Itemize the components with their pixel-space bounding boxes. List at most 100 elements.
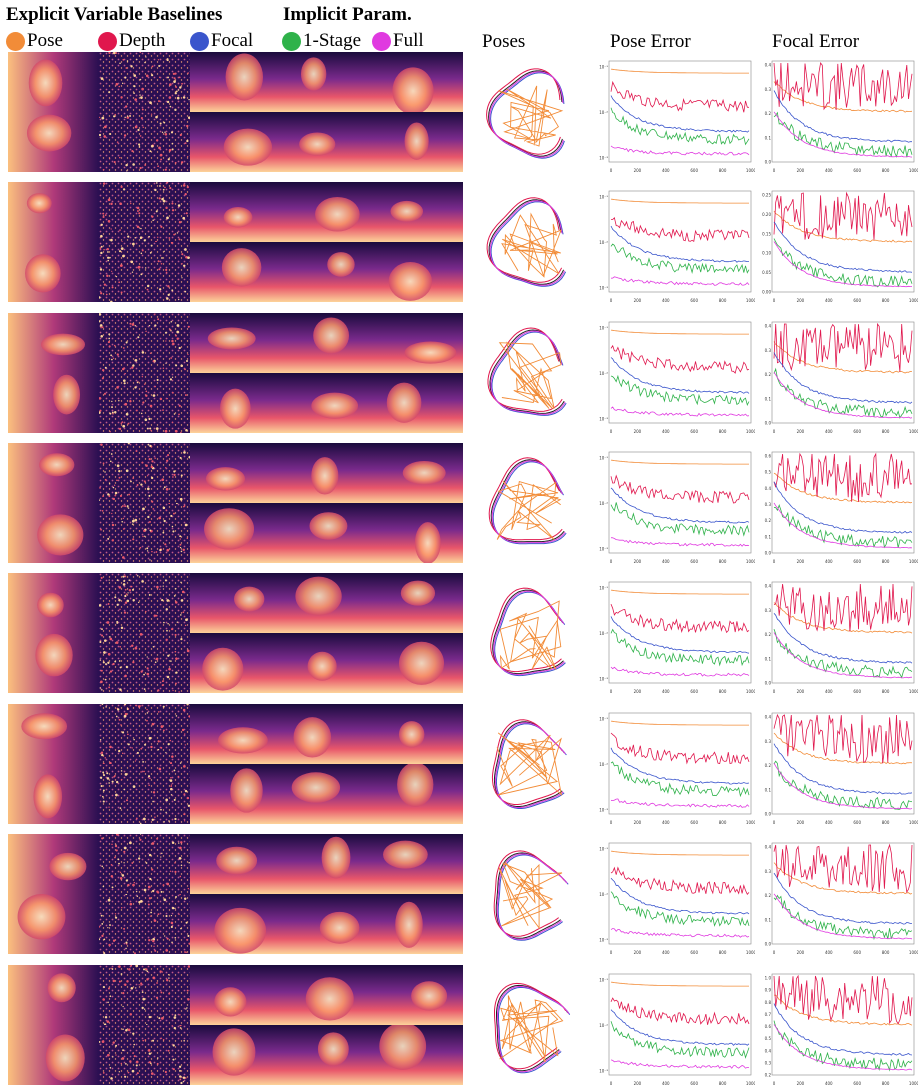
x-tick-label: 0 [773,689,776,694]
pose-series [773,210,913,243]
pose-baseline-trajectory [501,212,562,278]
pose-series [610,68,749,74]
focal-series [773,872,913,925]
depth-series [610,997,750,1025]
full-series [773,111,913,158]
full-trajectory [491,460,566,544]
legend-pose-label: Pose [27,30,63,51]
pose-series [773,862,913,895]
y-tick-label: 0.5 [765,470,772,475]
pose-baseline-depth-8-2 [8,1025,99,1085]
focal-baseline-depth-5-2 [190,633,281,693]
pose-baseline-trajectory [498,85,564,147]
y-tick-label: 0.5 [765,1036,772,1041]
x-tick-label: 1000 [909,820,918,825]
depth-baseline-depth-8-2 [99,1025,190,1085]
depth-series [773,452,913,502]
x-tick-label: 400 [825,298,833,303]
full-depth-6-2 [372,764,463,824]
x-tick-label: 200 [634,950,642,955]
y-tick-label: 0.1 [765,396,772,401]
pose-series [610,720,749,726]
pose-error-plot-7: 0 200 400 600 800 1000 10⁻¹ 10⁻² 10⁻³ [595,839,755,956]
pose-series [610,589,749,595]
y-tick-label: 10⁻¹ [599,65,608,70]
y-tick-label: 0.1 [765,787,772,792]
x-tick-label: 400 [662,689,670,694]
x-tick-label: 800 [719,1081,727,1086]
pose-baseline-trajectory [496,732,563,796]
full-depth-3-2 [372,373,463,433]
y-tick-label: 0.2 [765,893,772,898]
x-tick-label: 0 [610,689,613,694]
x-tick-label: 800 [882,559,890,564]
y-tick-label: 10⁻¹ [599,326,608,331]
x-tick-label: 200 [797,559,805,564]
y-tick-label: 0.0 [765,681,772,686]
depth-baseline-depth-5-2 [99,633,190,693]
x-tick-label: 1000 [909,689,918,694]
one-stage-series [610,628,750,667]
x-tick-label: 200 [634,689,642,694]
poses-trajectory-8 [494,982,571,1074]
y-tick-label: 0.6 [765,1024,772,1029]
x-tick-label: 0 [773,820,776,825]
focal-series [610,95,750,133]
pose-series [610,329,749,335]
legend-pose: Pose [6,30,63,52]
full-series [773,893,913,940]
depth-baseline-depth-6-1 [99,704,190,764]
x-tick-label: 1000 [909,950,918,955]
depth-trajectory [486,68,561,155]
focal-series [610,487,750,524]
plot-frame [771,712,915,815]
x-tick-label: 0 [610,168,613,173]
x-tick-label: 600 [853,1081,861,1086]
y-tick-label: 10⁻¹ [599,717,608,722]
x-tick-label: 200 [634,429,642,434]
focal-trajectory [491,331,567,416]
focal-error-plot-2: 0 200 400 600 800 1000 0.00 0.05 0.10 0.15 0.20 0.2… [758,187,918,304]
y-tick-label: 0.4 [765,584,772,589]
x-tick-label: 600 [690,168,698,173]
x-tick-label: 600 [853,820,861,825]
pose-series [773,994,913,1026]
y-tick-label: 0.4 [765,845,772,850]
y-tick-label: 10⁻¹ [599,847,608,852]
full-depth-5-2 [372,633,463,693]
x-tick-label: 800 [882,429,890,434]
y-tick-label: 10⁻³ [599,938,608,943]
full-series [610,276,750,286]
poses-trajectory-3 [487,327,567,416]
y-tick-label: 0.3 [765,87,772,92]
x-tick-label: 200 [634,1081,642,1086]
x-tick-label: 600 [853,429,861,434]
full-series [610,406,750,417]
pose-baseline-depth-4-1 [8,443,99,503]
focal-series [610,747,750,785]
y-tick-label: 10⁻³ [599,677,608,682]
full-depth-8-1 [372,965,463,1025]
focal-baseline-depth-8-2 [190,1025,281,1085]
pose-series [773,472,913,504]
pose-error-plot-3: 0 200 400 600 800 1000 10⁻¹ 10⁻² 10⁻³ [595,318,755,435]
focal-series [610,1009,750,1046]
plot-frame [608,842,752,945]
x-tick-label: 400 [662,168,670,173]
depth-baseline-depth-8-1 [99,965,190,1025]
x-tick-label: 0 [773,950,776,955]
x-tick-label: 800 [882,1081,890,1086]
focal-series [773,90,913,143]
full-series [610,1059,749,1069]
x-tick-label: 600 [690,820,698,825]
legend-focal: Focal [190,30,253,52]
pose-error-plot-4: 0 200 400 600 800 1000 10⁻¹ 10⁻² 10⁻³ [595,448,755,565]
y-tick-label: 10⁻² [599,501,608,506]
depth-baseline-depth-1-1 [99,52,190,112]
depth-baseline-depth-3-1 [99,313,190,373]
pose-baseline-depth-2-1 [8,182,99,242]
x-tick-label: 200 [797,1081,805,1086]
full-legend-dot [372,31,391,51]
full-depth-7-1 [372,834,463,894]
full-series [610,666,750,677]
